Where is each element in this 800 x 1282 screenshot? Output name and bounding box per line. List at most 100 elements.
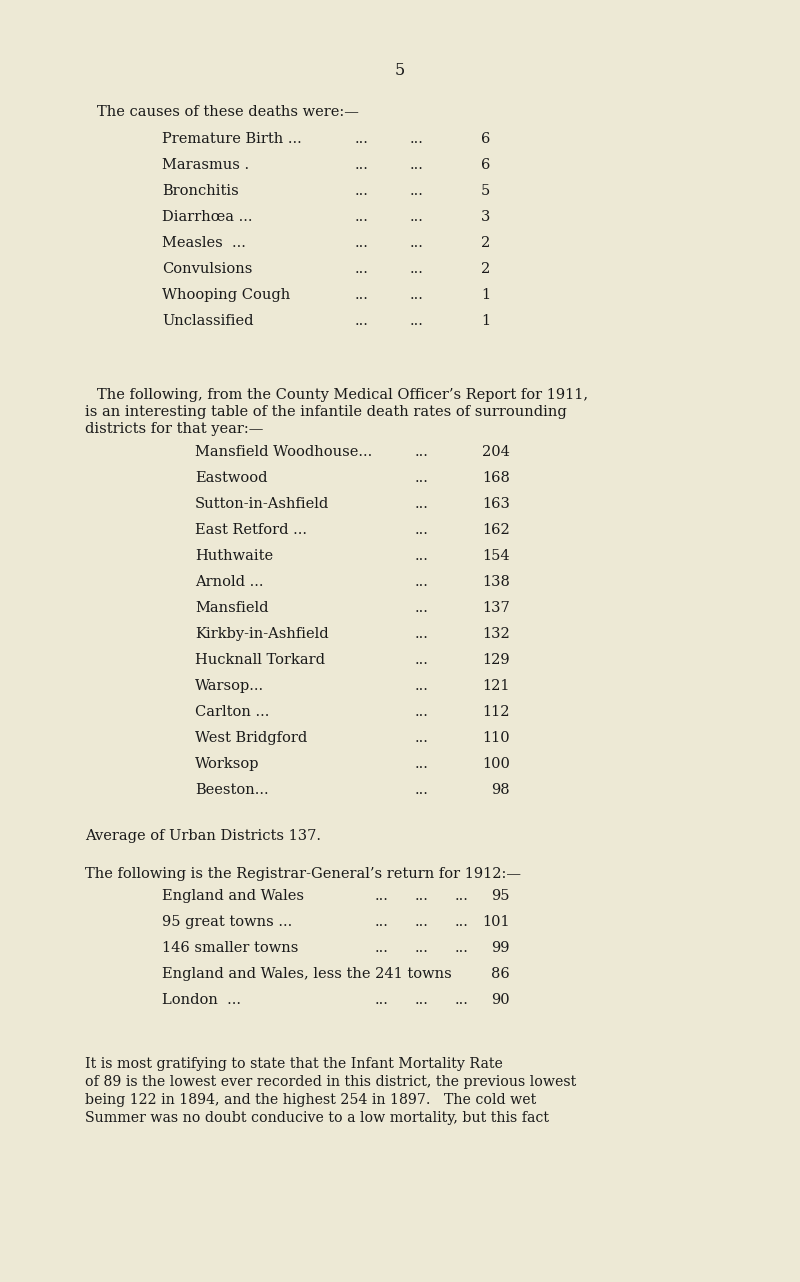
Text: 2: 2 xyxy=(481,236,490,250)
Text: ...: ... xyxy=(415,679,429,694)
Text: being 122 in 1894, and the highest 254 in 1897.   The cold wet: being 122 in 1894, and the highest 254 i… xyxy=(85,1094,536,1106)
Text: 137: 137 xyxy=(482,601,510,615)
Text: ...: ... xyxy=(415,783,429,797)
Text: Premature Birth ...: Premature Birth ... xyxy=(162,132,302,146)
Text: West Bridgford: West Bridgford xyxy=(195,731,307,745)
Text: Huthwaite: Huthwaite xyxy=(195,549,273,563)
Text: 2: 2 xyxy=(481,262,490,276)
Text: 5: 5 xyxy=(481,185,490,197)
Text: ...: ... xyxy=(410,288,424,303)
Text: 101: 101 xyxy=(482,915,510,929)
Text: ...: ... xyxy=(410,158,424,172)
Text: 86: 86 xyxy=(491,967,510,981)
Text: is an interesting table of the infantile death rates of surrounding: is an interesting table of the infantile… xyxy=(85,405,566,419)
Text: Unclassified: Unclassified xyxy=(162,314,254,328)
Text: Hucknall Torkard: Hucknall Torkard xyxy=(195,653,325,667)
Text: ...: ... xyxy=(375,915,389,929)
Text: ...: ... xyxy=(415,470,429,485)
Text: ...: ... xyxy=(455,994,469,1006)
Text: London  ...: London ... xyxy=(162,994,241,1006)
Text: ...: ... xyxy=(355,236,369,250)
Text: 112: 112 xyxy=(482,705,510,719)
Text: Mansfield Woodhouse...: Mansfield Woodhouse... xyxy=(195,445,372,459)
Text: It is most gratifying to state that the Infant Mortality Rate: It is most gratifying to state that the … xyxy=(85,1056,503,1070)
Text: ...: ... xyxy=(415,601,429,615)
Text: 168: 168 xyxy=(482,470,510,485)
Text: Whooping Cough: Whooping Cough xyxy=(162,288,290,303)
Text: 138: 138 xyxy=(482,576,510,588)
Text: ...: ... xyxy=(410,314,424,328)
Text: ...: ... xyxy=(455,915,469,929)
Text: ...: ... xyxy=(415,497,429,512)
Text: 121: 121 xyxy=(482,679,510,694)
Text: The following, from the County Medical Officer’s Report for 1911,: The following, from the County Medical O… xyxy=(97,388,588,403)
Text: 90: 90 xyxy=(491,994,510,1006)
Text: ...: ... xyxy=(455,888,469,903)
Text: districts for that year:—: districts for that year:— xyxy=(85,422,263,436)
Text: Carlton ...: Carlton ... xyxy=(195,705,270,719)
Text: Marasmus .: Marasmus . xyxy=(162,158,249,172)
Text: 129: 129 xyxy=(482,653,510,667)
Text: The causes of these deaths were:—: The causes of these deaths were:— xyxy=(97,105,359,119)
Text: 132: 132 xyxy=(482,627,510,641)
Text: 163: 163 xyxy=(482,497,510,512)
Text: ...: ... xyxy=(355,262,369,276)
Text: ...: ... xyxy=(410,236,424,250)
Text: ...: ... xyxy=(415,523,429,537)
Text: Convulsions: Convulsions xyxy=(162,262,252,276)
Text: ...: ... xyxy=(375,941,389,955)
Text: ...: ... xyxy=(355,158,369,172)
Text: ...: ... xyxy=(410,185,424,197)
Text: ...: ... xyxy=(415,756,429,770)
Text: ...: ... xyxy=(415,941,429,955)
Text: ...: ... xyxy=(355,210,369,224)
Text: Diarrhœa ...: Diarrhœa ... xyxy=(162,210,253,224)
Text: ...: ... xyxy=(355,185,369,197)
Text: ...: ... xyxy=(415,888,429,903)
Text: The following is the Registrar-General’s return for 1912:—: The following is the Registrar-General’s… xyxy=(85,867,521,881)
Text: England and Wales, less the 241 towns: England and Wales, less the 241 towns xyxy=(162,967,452,981)
Text: 3: 3 xyxy=(481,210,490,224)
Text: England and Wales: England and Wales xyxy=(162,888,304,903)
Text: Worksop: Worksop xyxy=(195,756,259,770)
Text: 1: 1 xyxy=(481,314,490,328)
Text: ...: ... xyxy=(375,888,389,903)
Text: ...: ... xyxy=(415,627,429,641)
Text: ...: ... xyxy=(415,576,429,588)
Text: Eastwood: Eastwood xyxy=(195,470,267,485)
Text: ...: ... xyxy=(415,549,429,563)
Text: ...: ... xyxy=(410,262,424,276)
Text: Sutton-in-Ashfield: Sutton-in-Ashfield xyxy=(195,497,330,512)
Text: 146 smaller towns: 146 smaller towns xyxy=(162,941,298,955)
Text: 95 great towns ...: 95 great towns ... xyxy=(162,915,292,929)
Text: 1: 1 xyxy=(481,288,490,303)
Text: 154: 154 xyxy=(482,549,510,563)
Text: 110: 110 xyxy=(482,731,510,745)
Text: ...: ... xyxy=(415,915,429,929)
Text: Mansfield: Mansfield xyxy=(195,601,269,615)
Text: Average of Urban Districts 137.: Average of Urban Districts 137. xyxy=(85,829,321,844)
Text: ...: ... xyxy=(455,941,469,955)
Text: Beeston...: Beeston... xyxy=(195,783,269,797)
Text: ...: ... xyxy=(410,210,424,224)
Text: 6: 6 xyxy=(481,158,490,172)
Text: 162: 162 xyxy=(482,523,510,537)
Text: ...: ... xyxy=(415,653,429,667)
Text: Arnold ...: Arnold ... xyxy=(195,576,263,588)
Text: ...: ... xyxy=(355,132,369,146)
Text: ...: ... xyxy=(355,314,369,328)
Text: 100: 100 xyxy=(482,756,510,770)
Text: 99: 99 xyxy=(491,941,510,955)
Text: 95: 95 xyxy=(491,888,510,903)
Text: Measles  ...: Measles ... xyxy=(162,236,246,250)
Text: Bronchitis: Bronchitis xyxy=(162,185,238,197)
Text: ...: ... xyxy=(375,994,389,1006)
Text: of 89 is the lowest ever recorded in this district, the previous lowest: of 89 is the lowest ever recorded in thi… xyxy=(85,1076,576,1088)
Text: ...: ... xyxy=(415,731,429,745)
Text: East Retford ...: East Retford ... xyxy=(195,523,307,537)
Text: ...: ... xyxy=(415,445,429,459)
Text: ...: ... xyxy=(410,132,424,146)
Text: 5: 5 xyxy=(395,62,405,79)
Text: Summer was no doubt conducive to a low mortality, but this fact: Summer was no doubt conducive to a low m… xyxy=(85,1111,549,1126)
Text: 6: 6 xyxy=(481,132,490,146)
